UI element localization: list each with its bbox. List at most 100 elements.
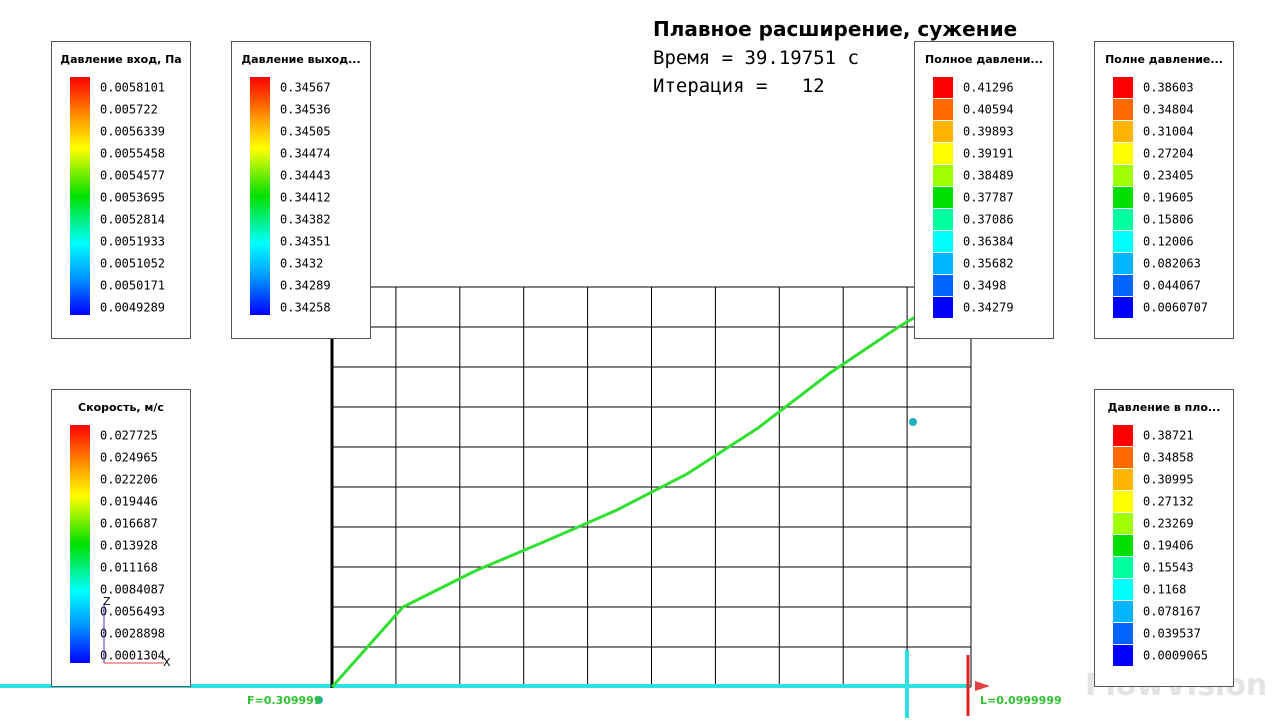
- legend-value: 0.15806: [1143, 213, 1194, 227]
- color-swatch: [933, 253, 953, 274]
- color-swatch: [1113, 535, 1133, 556]
- color-swatch: [1113, 143, 1133, 164]
- color-swatch: [933, 77, 953, 98]
- legend-value: 0.37086: [963, 213, 1014, 227]
- legend-value: 0.34279: [963, 301, 1014, 315]
- legend-value: 0.0009065: [1143, 649, 1208, 663]
- legend-value: 0.38603: [1143, 81, 1194, 95]
- legend-value: 0.36384: [963, 235, 1014, 249]
- legend-value: 0.011168: [100, 561, 158, 575]
- legend-value: 0.0049289: [100, 301, 165, 315]
- iteration: Итерация = 12: [653, 75, 825, 97]
- color-swatch: [1113, 297, 1133, 318]
- legend-value: 0.3432: [280, 257, 323, 271]
- axis-z: Z: [103, 595, 111, 608]
- legend-value: 0.0051933: [100, 235, 165, 249]
- grid: [331, 286, 972, 688]
- color-swatch: [933, 209, 953, 230]
- color-swatch: [1113, 275, 1133, 296]
- color-swatch: [1113, 447, 1133, 468]
- legend-value: 0.35682: [963, 257, 1014, 271]
- legend-value: 0.34382: [280, 213, 331, 227]
- legend-value: 0.34505: [280, 125, 331, 139]
- legend-value: 0.0084087: [100, 583, 165, 597]
- color-swatch: [933, 121, 953, 142]
- color-swatch: [933, 165, 953, 186]
- point: [315, 696, 323, 704]
- color-swatch: [1113, 253, 1133, 274]
- color-swatch: [1113, 187, 1133, 208]
- color-swatch: [1113, 557, 1133, 578]
- legend: Давление выход... 0.34567 0.34536 0.34505 0.…: [231, 41, 371, 339]
- legend-value: 0.0056339: [100, 125, 165, 139]
- legend-title: Давление вход, Па: [60, 53, 181, 66]
- legend-value: 0.0054577: [100, 169, 165, 183]
- legend-value: 0.15543: [1143, 561, 1194, 575]
- color-swatch: [1113, 513, 1133, 534]
- color-swatch: [933, 187, 953, 208]
- color-swatch: [933, 297, 953, 318]
- title: Плавное расширение, сужение: [653, 17, 1017, 41]
- legend-value: 0.0052814: [100, 213, 165, 227]
- legend-value: 0.34858: [1143, 451, 1194, 465]
- arrow: [975, 681, 990, 691]
- color-bar: [70, 77, 90, 315]
- legend-title: Полное давлени...: [925, 53, 1043, 66]
- point: [909, 418, 917, 426]
- color-bar: [250, 77, 270, 315]
- legend-value: 0.39191: [963, 147, 1014, 161]
- color-swatch: [1113, 77, 1133, 98]
- color-swatch: [933, 231, 953, 252]
- curve: [330, 283, 971, 688]
- legend: Давление в пло... 0.38721 0.34858 0.30995 0.…: [1094, 389, 1234, 687]
- legend-value: 0.23405: [1143, 169, 1194, 183]
- legend: Давление вход, Па 0.0058101 0.005722 0.0056…: [51, 41, 191, 339]
- color-swatch: [1113, 579, 1133, 600]
- legend-value: 0.38721: [1143, 429, 1194, 443]
- legend-value: 0.27132: [1143, 495, 1194, 509]
- legend-value: 0.34804: [1143, 103, 1194, 117]
- color-swatch: [1113, 645, 1133, 666]
- legend-title: Давление выход...: [241, 53, 360, 66]
- color-swatch: [1113, 425, 1133, 446]
- color-swatch: [1113, 601, 1133, 622]
- legend-value: 0.0060707: [1143, 301, 1208, 315]
- legend-value: 0.0051052: [100, 257, 165, 271]
- color-swatch: [1113, 469, 1133, 490]
- legend-value: 0.0028898: [100, 627, 165, 641]
- color-swatch: [1113, 231, 1133, 252]
- legend-title: Скорость, м/с: [78, 401, 164, 414]
- legend: Полне давление... 0.38603 0.34804 0.31004 0.…: [1094, 41, 1234, 339]
- legend-value: 0.34443: [280, 169, 331, 183]
- color-swatch: [1113, 99, 1133, 120]
- legend-value: 0.0053695: [100, 191, 165, 205]
- color-swatch: [1113, 491, 1133, 512]
- legend-value: 0.30995: [1143, 473, 1194, 487]
- color-swatch: [1113, 209, 1133, 230]
- legend-value: 0.022206: [100, 473, 158, 487]
- legend-value: 0.027725: [100, 429, 158, 443]
- legend-value: 0.044067: [1143, 279, 1201, 293]
- legend-value: 0.34289: [280, 279, 331, 293]
- legend-value: 0.27204: [1143, 147, 1194, 161]
- legend-value: 0.0056493: [100, 605, 165, 619]
- legend-value: 0.19605: [1143, 191, 1194, 205]
- legend-value: 0.34351: [280, 235, 331, 249]
- legend-value: 0.005722: [100, 103, 158, 117]
- legend-value: 0.12006: [1143, 235, 1194, 249]
- legend-value: 0.40594: [963, 103, 1014, 117]
- color-swatch: [933, 143, 953, 164]
- legend-value: 0.0001304: [100, 649, 165, 663]
- legend-value: 0.013928: [100, 539, 158, 553]
- legend-value: 0.41296: [963, 81, 1014, 95]
- color-swatch: [933, 99, 953, 120]
- legend-value: 0.31004: [1143, 125, 1194, 139]
- legend-value: 0.039537: [1143, 627, 1201, 641]
- color-swatch: [933, 275, 953, 296]
- legend-value: 0.019446: [100, 495, 158, 509]
- color-swatch: [1113, 121, 1133, 142]
- legend: Полное давлени... 0.41296 0.40594 0.39893 0.…: [914, 41, 1054, 339]
- legend-value: 0.1168: [1143, 583, 1186, 597]
